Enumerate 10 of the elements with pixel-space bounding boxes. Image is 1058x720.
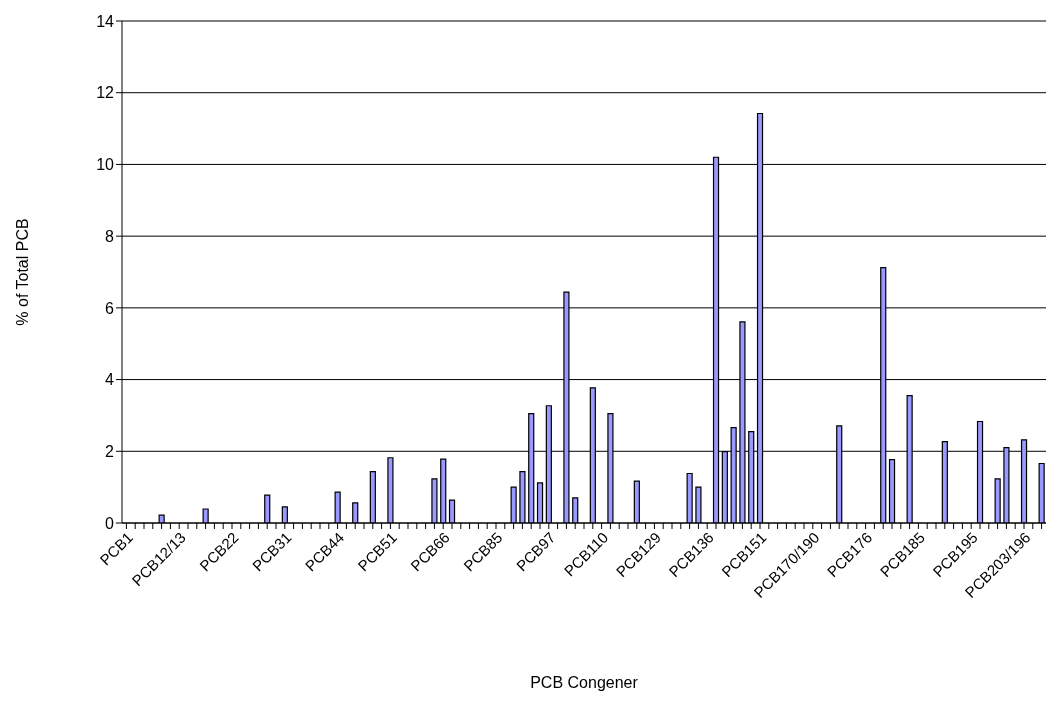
y-axis-title: % of Total PCB (13, 218, 31, 326)
y-tick-label: 14 (96, 12, 115, 30)
y-tick-label: 6 (105, 299, 115, 317)
y-tick-label: 2 (105, 442, 115, 460)
y-tick-label: 10 (96, 156, 115, 174)
y-tick-label: 12 (96, 84, 115, 102)
x-axis-title: PCB Congener (530, 674, 639, 691)
y-tick-label: 4 (105, 371, 115, 389)
y-tick-label: 8 (105, 227, 115, 245)
y-tick-label: 0 (105, 514, 115, 532)
